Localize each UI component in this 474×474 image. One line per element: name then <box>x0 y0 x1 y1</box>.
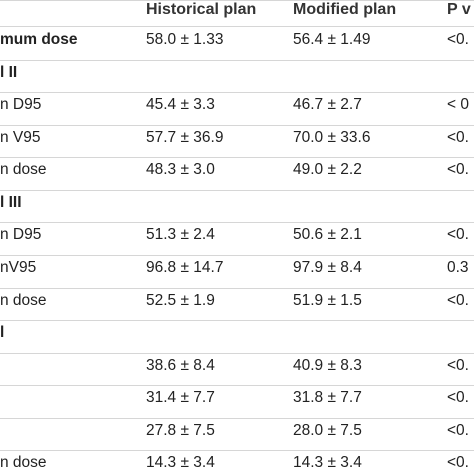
row-label: n D95 <box>0 226 42 243</box>
header-rule <box>0 26 474 27</box>
row-separator <box>0 92 474 93</box>
cell-historical: 52.5 ± 1.9 <box>146 292 215 309</box>
row-separator <box>0 125 474 126</box>
cell-historical: 51.3 ± 2.4 <box>146 226 215 243</box>
cell-p: <0. <box>447 161 469 178</box>
cell-p: <0. <box>447 226 469 243</box>
cell-p: <0. <box>447 422 469 439</box>
cell-historical: 31.4 ± 7.7 <box>146 389 215 406</box>
cell-p: <0. <box>447 389 469 406</box>
table-top-rule <box>0 0 474 1</box>
row-separator <box>0 288 474 289</box>
cell-modified: 28.0 ± 7.5 <box>293 422 362 439</box>
row-separator <box>0 255 474 256</box>
cell-historical: 58.0 ± 1.33 <box>146 31 224 48</box>
cell-historical: 48.3 ± 3.0 <box>146 161 215 178</box>
section-heading: l III <box>0 194 22 211</box>
row-separator <box>0 157 474 158</box>
cell-modified: 14.3 ± 3.4 <box>293 454 362 471</box>
row-separator <box>0 60 474 61</box>
row-separator <box>0 320 474 321</box>
cell-modified: 50.6 ± 2.1 <box>293 226 362 243</box>
cell-p: <0. <box>447 454 469 471</box>
row-label: mum dose <box>0 31 78 48</box>
cell-historical: 96.8 ± 14.7 <box>146 259 224 276</box>
row-separator <box>0 353 474 354</box>
cell-historical: 27.8 ± 7.5 <box>146 422 215 439</box>
cell-historical: 45.4 ± 3.3 <box>146 96 215 113</box>
cell-p: <0. <box>447 292 469 309</box>
cell-modified: 97.9 ± 8.4 <box>293 259 362 276</box>
row-separator <box>0 450 474 451</box>
row-label: n dose <box>0 161 47 178</box>
cell-modified: 49.0 ± 2.2 <box>293 161 362 178</box>
cell-modified: 31.8 ± 7.7 <box>293 389 362 406</box>
row-label: n dose <box>0 292 47 309</box>
header-historical-plan: Historical plan <box>146 1 257 18</box>
row-separator <box>0 385 474 386</box>
row-separator <box>0 418 474 419</box>
cell-p: <0. <box>447 129 469 146</box>
cell-historical: 38.6 ± 8.4 <box>146 357 215 374</box>
cell-p: <0. <box>447 31 469 48</box>
row-separator <box>0 222 474 223</box>
header-modified-plan: Modified plan <box>293 1 397 18</box>
cell-p: <0. <box>447 357 469 374</box>
cell-modified: 56.4 ± 1.49 <box>293 31 371 48</box>
cell-historical: 57.7 ± 36.9 <box>146 129 224 146</box>
row-label: n dose <box>0 454 47 471</box>
cell-modified: 46.7 ± 2.7 <box>293 96 362 113</box>
row-label: n V95 <box>0 129 41 146</box>
cell-modified: 40.9 ± 8.3 <box>293 357 362 374</box>
cell-modified: 51.9 ± 1.5 <box>293 292 362 309</box>
row-label: n D95 <box>0 96 42 113</box>
row-separator <box>0 190 474 191</box>
cell-modified: 70.0 ± 33.6 <box>293 129 371 146</box>
header-p-value: P v <box>447 1 471 18</box>
cell-historical: 14.3 ± 3.4 <box>146 454 215 471</box>
section-heading: l <box>0 324 5 341</box>
row-label: nV95 <box>0 259 37 276</box>
section-heading: l II <box>0 64 18 81</box>
cell-p: < 0 <box>447 96 469 113</box>
cell-p: 0.3 <box>447 259 469 276</box>
